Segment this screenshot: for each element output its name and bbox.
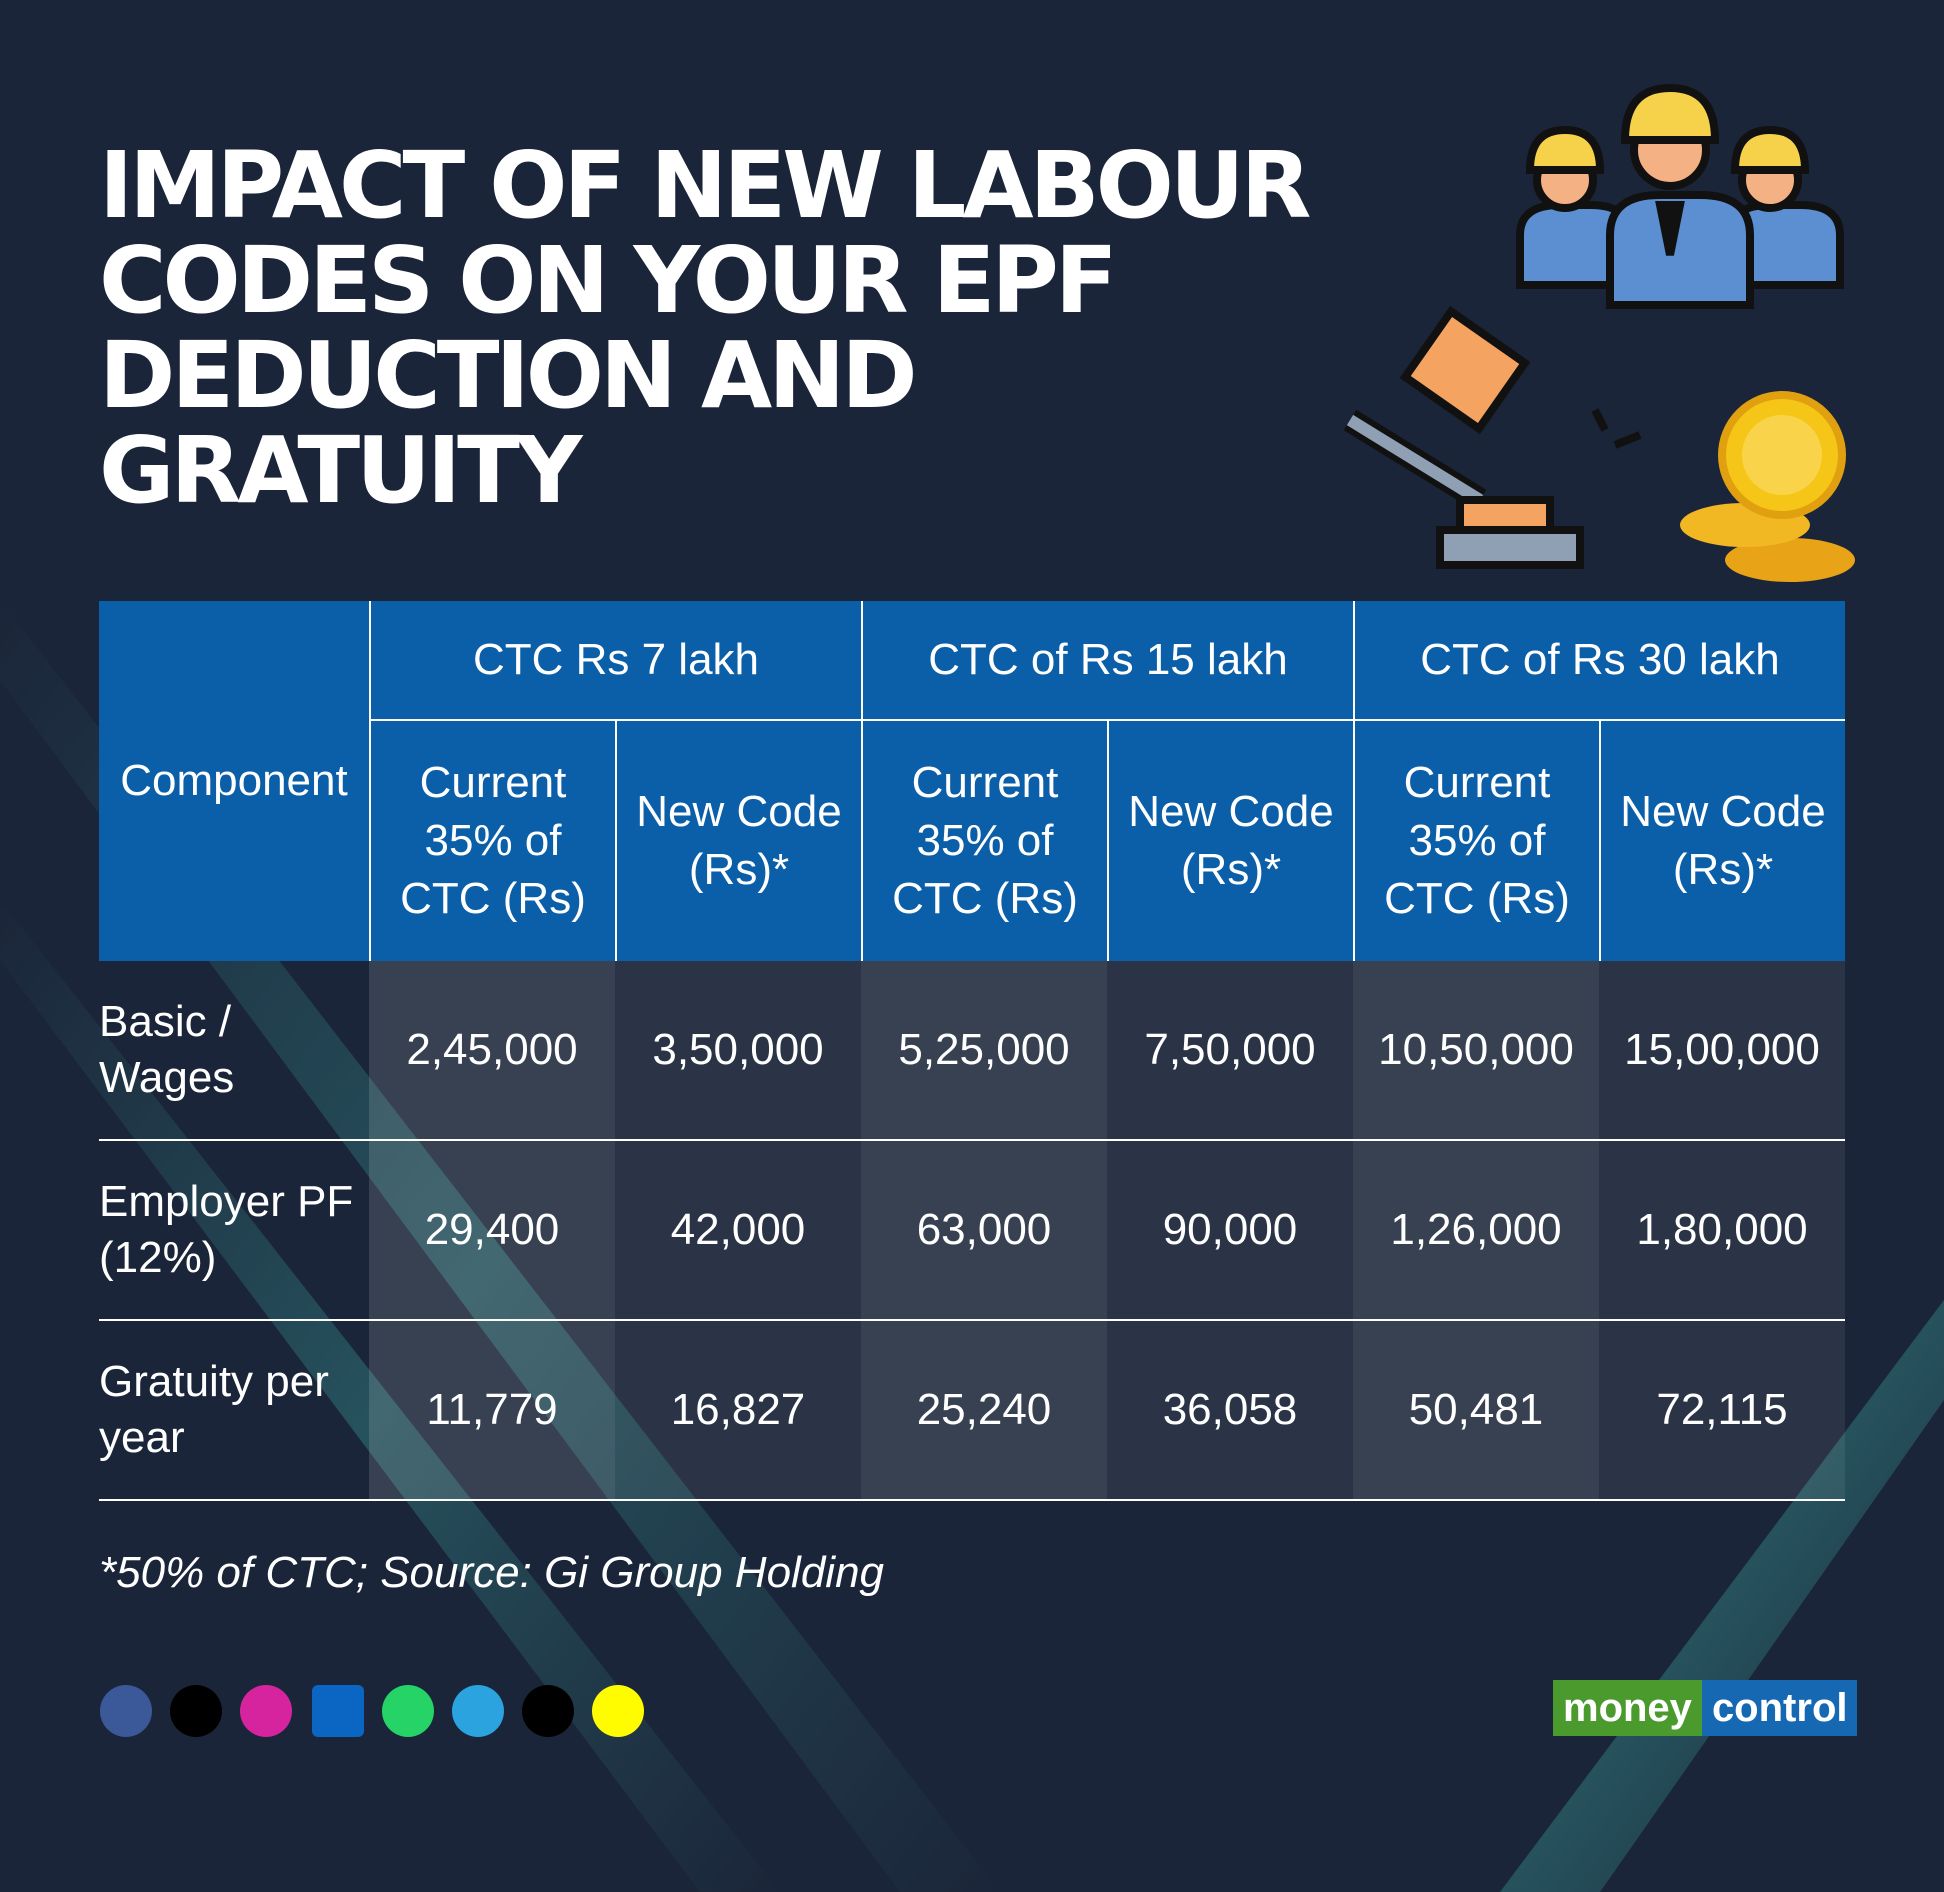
coins-icon xyxy=(1680,391,1855,582)
title: IMPACT OF NEW LABOUR CODES ON YOUR EPF DED… xyxy=(99,132,1311,524)
value-cell: 11,779 xyxy=(369,1321,615,1501)
whatsapp-icon[interactable] xyxy=(382,1685,434,1737)
value-cell: 36,058 xyxy=(1107,1321,1353,1501)
value-cell: 5,25,000 xyxy=(861,961,1107,1141)
streak xyxy=(1500,1300,1944,1892)
corner-header: Component xyxy=(99,601,369,961)
value-cell: 10,50,000 xyxy=(1353,961,1599,1141)
value-cell: 50,481 xyxy=(1353,1321,1599,1501)
value-cell: 1,80,000 xyxy=(1599,1141,1845,1321)
streak xyxy=(0,900,780,1892)
group-header: CTC Rs 7 lakh xyxy=(369,601,861,719)
sub-header: Current 35% of CTC (Rs) xyxy=(369,719,615,961)
row-label: Gratuity per year xyxy=(99,1321,369,1501)
linkedin-icon[interactable] xyxy=(312,1685,364,1737)
threads-icon[interactable] xyxy=(522,1685,574,1737)
table: Component CTC Rs 7 lakh CTC of Rs 15 lakh C… xyxy=(99,601,1845,1501)
value-cell: 7,50,000 xyxy=(1107,961,1353,1141)
snapchat-icon[interactable] xyxy=(592,1685,644,1737)
facebook-icon[interactable] xyxy=(100,1685,152,1737)
footnote: *50% of CTC; Source: Gi Group Holding xyxy=(99,1548,885,1597)
group-header: CTC of Rs 30 lakh xyxy=(1353,601,1845,719)
row-label: Employer PF (12%) xyxy=(99,1141,369,1321)
brand-logo: money control xyxy=(1553,1680,1858,1736)
group-header: CTC of Rs 15 lakh xyxy=(861,601,1353,719)
brand-right: control xyxy=(1701,1680,1858,1736)
gavel-icon xyxy=(1343,305,1642,569)
value-cell: 72,115 xyxy=(1599,1321,1845,1501)
value-cell: 2,45,000 xyxy=(369,961,615,1141)
value-cell: 25,240 xyxy=(861,1321,1107,1501)
value-cell: 1,26,000 xyxy=(1353,1141,1599,1321)
telegram-icon[interactable] xyxy=(452,1685,504,1737)
sub-header: Current 35% of CTC (Rs) xyxy=(861,719,1107,961)
value-cell: 15,00,000 xyxy=(1599,961,1845,1141)
title-line: IMPACT OF NEW LABOUR xyxy=(99,132,1311,239)
brand-left: money xyxy=(1553,1680,1702,1736)
value-cell: 42,000 xyxy=(615,1141,861,1321)
sub-header: New Code (Rs)* xyxy=(1599,719,1845,961)
title-line: GRATUITY xyxy=(99,417,582,524)
instagram-icon[interactable] xyxy=(240,1685,292,1737)
value-cell: 29,400 xyxy=(369,1141,615,1321)
title-line: DEDUCTION AND xyxy=(99,322,918,429)
social-icons xyxy=(100,1685,644,1737)
value-cell: 16,827 xyxy=(615,1321,861,1501)
sub-header: Current 35% of CTC (Rs) xyxy=(1353,719,1599,961)
workers-icon xyxy=(1516,83,1844,309)
sub-header: New Code (Rs)* xyxy=(1107,719,1353,961)
value-cell: 90,000 xyxy=(1107,1141,1353,1321)
row-label: Basic / Wages xyxy=(99,961,369,1141)
x-icon[interactable] xyxy=(170,1685,222,1737)
value-cell: 63,000 xyxy=(861,1141,1107,1321)
title-line: CODES ON YOUR EPF xyxy=(99,227,1118,334)
value-cell: 3,50,000 xyxy=(615,961,861,1141)
sub-header: New Code (Rs)* xyxy=(615,719,861,961)
